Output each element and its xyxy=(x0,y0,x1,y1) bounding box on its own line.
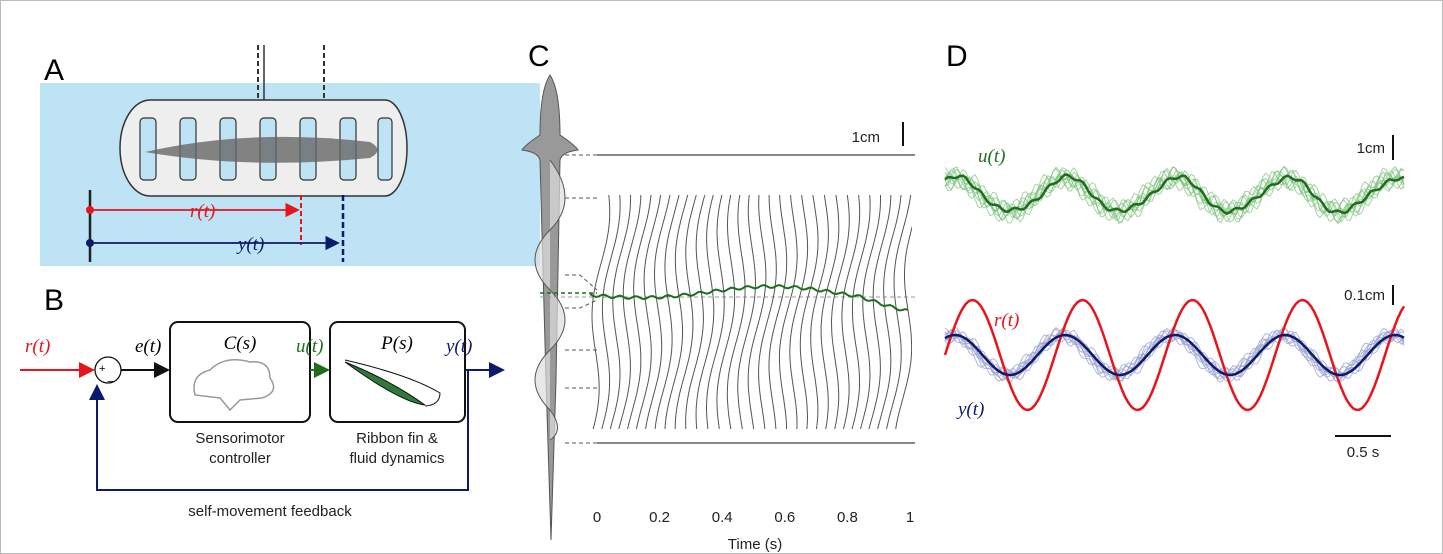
fin-ray-trace xyxy=(768,194,788,430)
fin-ray-trace xyxy=(868,194,892,430)
minus-sign: − xyxy=(107,376,113,388)
panel-label: B xyxy=(44,284,64,317)
feedback-path xyxy=(89,370,469,491)
fin-ray-trace xyxy=(747,194,767,430)
panel-label: A xyxy=(44,54,64,87)
fin-ray-trace xyxy=(664,194,689,430)
controller-caption: controller xyxy=(209,450,271,467)
x-tick-label: 0.8 xyxy=(837,509,858,526)
fin-ray-trace xyxy=(820,194,840,430)
output-label: y(t) xyxy=(444,336,472,357)
panel-a: A r(t) y(t) xyxy=(40,45,540,266)
control-trial xyxy=(944,167,1405,223)
x-tick-label: 0 xyxy=(593,509,601,526)
panel-c: C 1cm Time (s) 0 0.2 0.4 0.6 0.8 1 xyxy=(521,40,915,553)
x-tick-label: 0.6 xyxy=(774,509,795,526)
fin-wave xyxy=(534,159,566,441)
fin-ray-trace xyxy=(609,194,632,430)
x-axis-label: Time (s) xyxy=(728,536,782,553)
panel-label: D xyxy=(946,40,968,73)
panel-d: D 1cm u(t) 0.1cm r(t) y(t) 0.5 s xyxy=(943,40,1406,461)
control-mean xyxy=(944,173,1405,215)
output-mean xyxy=(944,333,1405,377)
fin-ray-trace xyxy=(799,194,819,430)
plant-name: P(s) xyxy=(380,333,413,354)
reference-label: r(t) xyxy=(994,310,1019,331)
input-label: r(t) xyxy=(25,336,50,357)
fin-ray-trace xyxy=(737,194,757,430)
panel-label: C xyxy=(528,40,550,73)
fin-ray-trace xyxy=(716,194,736,430)
fin-ray-trace xyxy=(886,194,912,430)
fin-ray-trace xyxy=(860,195,881,430)
position-trace xyxy=(589,284,909,312)
scale-label: 0.1cm xyxy=(1344,287,1385,304)
fin-ray-trace xyxy=(654,194,680,430)
controller-caption: Sensorimotor xyxy=(195,430,284,447)
brain-icon xyxy=(193,359,275,412)
fin-ray-trace xyxy=(895,225,912,430)
fin-ray-trace xyxy=(810,194,829,430)
plant-caption: Ribbon fin & xyxy=(356,430,438,447)
fish-icon xyxy=(344,361,426,406)
fin-ray-trace xyxy=(877,194,902,430)
plant-caption: fluid dynamics xyxy=(349,450,444,467)
fin-ray-trace xyxy=(645,194,671,430)
controller-name: C(s) xyxy=(224,333,257,354)
reference-signal xyxy=(943,298,1406,412)
fin-ray-trace xyxy=(674,194,697,430)
fin-ray-trace xyxy=(851,194,871,430)
control-label: u(t) xyxy=(978,146,1005,167)
scale-label: 0.5 s xyxy=(1347,444,1380,461)
fin-ray-trace xyxy=(758,194,777,430)
fin-ray-trace xyxy=(635,194,662,430)
fin-ray-trace xyxy=(830,194,850,430)
control-trial xyxy=(944,168,1405,223)
x-tick-label: 0.2 xyxy=(649,509,670,526)
fin-ray-trace xyxy=(627,194,652,430)
control-label: u(t) xyxy=(296,336,323,357)
fin-ray-trace xyxy=(841,194,861,430)
output-label: y(t) xyxy=(956,399,984,420)
x-tick-label: 1 xyxy=(906,509,914,526)
output-trial xyxy=(944,329,1405,383)
reference-label: r(t) xyxy=(190,201,215,222)
fin-ray-trace xyxy=(591,194,611,430)
scale-label: 1cm xyxy=(1357,140,1385,157)
controller-box xyxy=(169,321,311,423)
fin-ray-trace xyxy=(706,194,725,430)
fin-ray-trace xyxy=(726,194,746,430)
feedback-label: self-movement feedback xyxy=(188,503,352,520)
fin-ray-trace xyxy=(778,194,798,430)
panel-b: B r(t) + − e(t) C(s) Sensorimotor contro… xyxy=(20,284,505,520)
fin-ray-trace xyxy=(618,194,642,430)
plant-box xyxy=(329,321,466,423)
output-label: y(t) xyxy=(236,234,264,255)
x-tick-label: 0.4 xyxy=(712,509,733,526)
plus-sign: + xyxy=(99,363,105,375)
scale-label: 1cm xyxy=(852,129,880,146)
fish xyxy=(145,136,378,163)
fin-ray-trace xyxy=(695,194,715,430)
error-label: e(t) xyxy=(135,336,161,357)
output-trial xyxy=(944,327,1405,383)
control-trial xyxy=(944,166,1405,219)
fin-ray-trace xyxy=(789,194,809,430)
fin-ray-trace xyxy=(685,194,706,430)
control-trial xyxy=(944,170,1405,224)
fin-ray-trace xyxy=(601,194,621,430)
